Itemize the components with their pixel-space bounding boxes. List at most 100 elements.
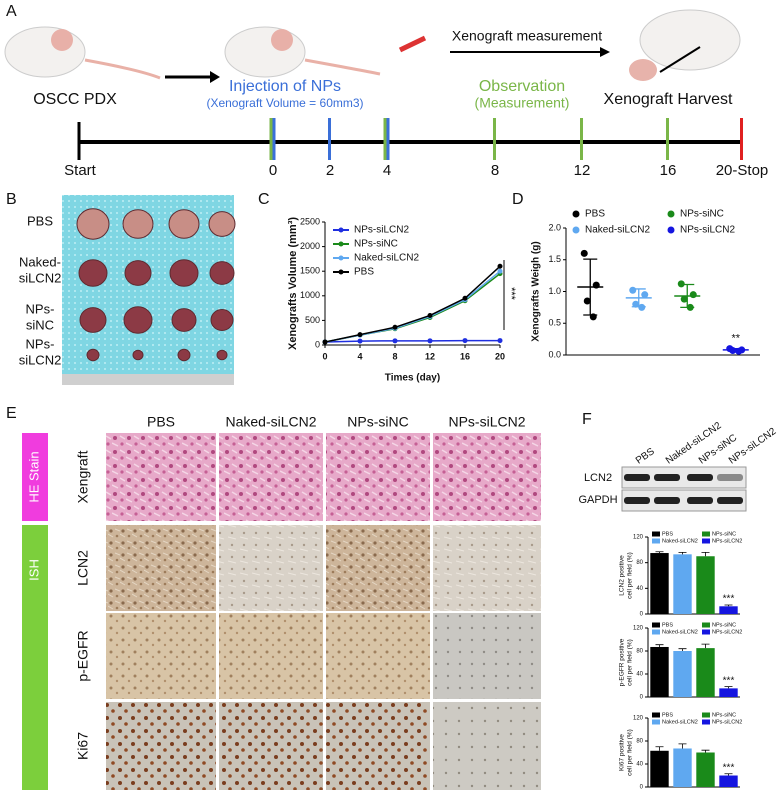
group-label: HE Stain — [26, 451, 41, 502]
tumor — [216, 349, 228, 361]
significance: *** — [723, 594, 735, 605]
panel-e-frames — [22, 433, 48, 790]
band-label: GAPDH — [578, 494, 617, 506]
legend-swatch — [702, 712, 710, 718]
panel-label: C — [258, 191, 270, 208]
band — [654, 474, 680, 481]
legend-swatch — [652, 622, 660, 628]
legend-swatch — [667, 226, 675, 234]
timeline-tick — [493, 118, 496, 160]
x-tick-label: 20 — [495, 351, 505, 361]
y-tick-label: 2000 — [300, 241, 320, 251]
legend-swatch — [572, 210, 580, 218]
legend-label: Naked-siLCN2 — [354, 253, 419, 264]
timeline-label: 12 — [574, 162, 591, 179]
bar — [696, 752, 715, 787]
timeline-tick — [328, 118, 331, 160]
error-bar — [701, 552, 710, 557]
error-bar — [724, 604, 733, 607]
y-tick-label: 120 — [633, 716, 644, 722]
error-bar — [680, 283, 695, 309]
micrograph — [219, 613, 323, 699]
timeline-tick — [386, 118, 390, 160]
y-tick-label: 2500 — [300, 216, 320, 226]
column-label: Naked-siLCN2 — [225, 414, 316, 430]
micrograph — [219, 433, 323, 521]
significance: ** — [731, 333, 740, 345]
tumor — [86, 348, 100, 362]
legend-label: NPs-siLCN2 — [712, 629, 742, 635]
significance: *** — [723, 675, 735, 686]
micrograph — [326, 525, 430, 611]
band — [654, 497, 680, 504]
row-label: NPs- — [26, 301, 55, 316]
y-tick-label: 1500 — [300, 266, 320, 276]
point — [629, 286, 637, 294]
point — [632, 300, 640, 308]
timeline-tick — [269, 118, 273, 160]
point — [680, 295, 688, 303]
significance: *** — [723, 762, 735, 773]
tumor — [177, 348, 191, 362]
timeline-tick — [666, 118, 669, 160]
y-tick-label: 80 — [636, 560, 643, 566]
legend-label: Naked-siLCN2 — [662, 719, 698, 725]
point — [497, 338, 503, 344]
significance: *** — [505, 287, 517, 301]
column-label: NPs-siLCN2 — [448, 414, 525, 430]
legend-label: NPs-siNC — [680, 209, 724, 220]
y-tick-label: 0 — [640, 695, 644, 701]
y-axis-title: cell per field (%) — [627, 552, 634, 599]
x-tick-label: 16 — [460, 351, 470, 361]
micrograph — [326, 613, 430, 699]
point — [392, 324, 398, 330]
legend-swatch — [338, 241, 344, 247]
timeline-tick — [580, 118, 583, 160]
y-tick-label: 1.5 — [548, 254, 561, 264]
legend-label: NPs-siLCN2 — [354, 225, 409, 236]
point — [357, 332, 363, 338]
y-tick-label: 40 — [636, 762, 643, 768]
legend-swatch — [702, 538, 710, 544]
tumor — [171, 308, 197, 332]
panel-label: E — [6, 405, 17, 422]
x-tick-label: 8 — [392, 351, 397, 361]
point — [641, 291, 649, 299]
tumor — [209, 261, 235, 285]
y-tick-label: 1.0 — [548, 286, 561, 296]
tumor — [123, 306, 153, 334]
timeline-label: Start — [64, 162, 97, 179]
y-axis-title: cell per field (%) — [627, 639, 634, 686]
timeline-tick — [383, 118, 387, 160]
bar — [696, 648, 715, 697]
micrograph — [219, 525, 323, 611]
y-tick-label: 120 — [633, 626, 644, 632]
y-tick-label: 80 — [636, 739, 643, 745]
y-tick-label: 120 — [633, 535, 644, 541]
y-axis-title: Ki67 positive — [619, 734, 626, 771]
y-axis-title: Xenografts Volume (mm³) — [287, 217, 299, 350]
y-axis-title: Xenografts Weigh (g) — [531, 241, 542, 341]
point — [357, 338, 363, 344]
row-label: Xengraft — [75, 450, 91, 503]
legend-label: PBS — [662, 531, 673, 537]
point — [462, 295, 468, 301]
tumor — [168, 209, 200, 239]
column-label: NPs-siNC — [347, 414, 408, 430]
error-bar — [655, 551, 664, 554]
lane-label: PBS — [634, 446, 657, 467]
point — [497, 268, 503, 274]
legend-label: NPs-siNC — [354, 239, 398, 250]
legend-swatch — [652, 538, 660, 544]
panel-label: F — [582, 411, 592, 428]
timeline-label: 4 — [383, 162, 391, 179]
row-label: siLCN2 — [19, 270, 62, 285]
x-tick-label: 4 — [357, 351, 362, 361]
tumor — [208, 211, 236, 237]
row-label: PBS — [27, 213, 53, 228]
legend-swatch — [702, 531, 710, 537]
row-label: Naked- — [19, 254, 61, 269]
timeline-label: 20-Stop — [716, 162, 769, 179]
stage-label: Observation — [479, 78, 565, 95]
bar — [673, 748, 692, 787]
